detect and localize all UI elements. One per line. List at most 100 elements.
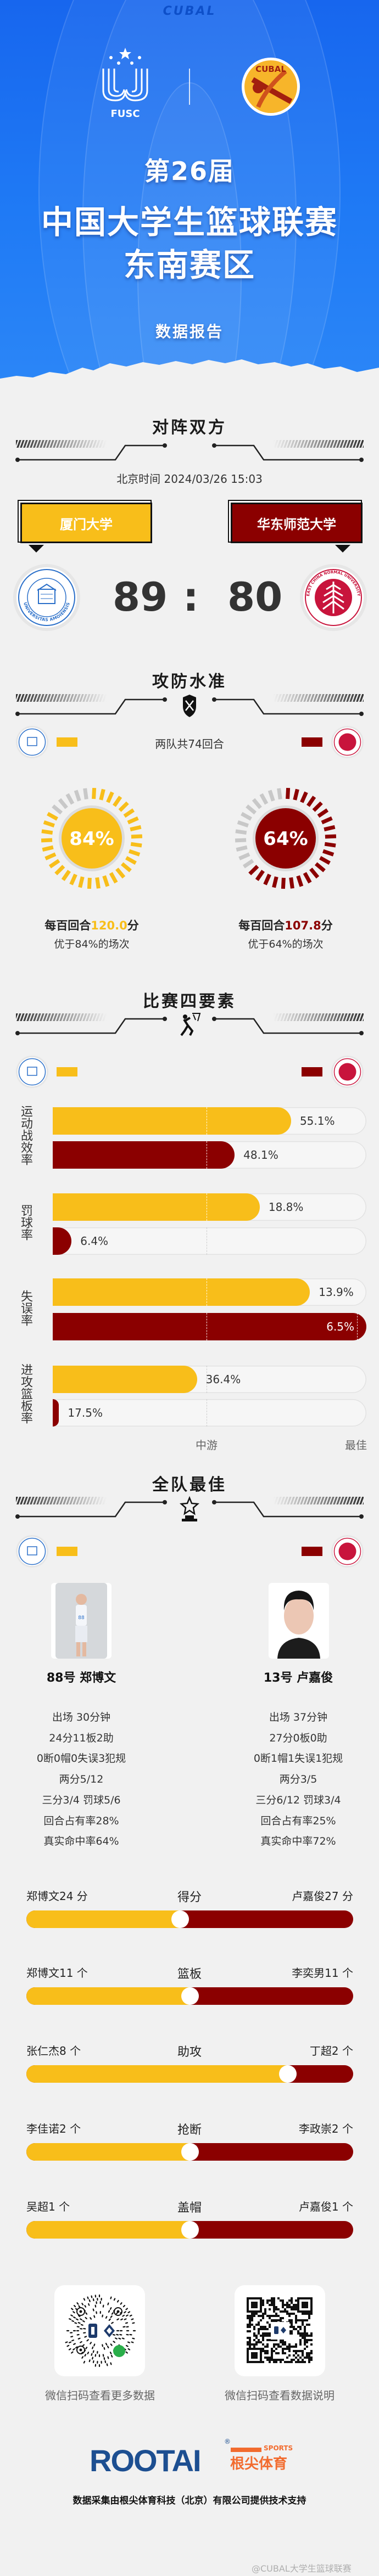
gauge-tick	[87, 877, 92, 889]
home-player-stat: 三分3/4 罚球5/6	[42, 1794, 121, 1806]
gauge-tick	[259, 793, 269, 805]
gauge-tick	[109, 872, 118, 884]
section-title-four-factors: 比赛四要素	[143, 992, 236, 1011]
gauge-tick	[41, 829, 53, 835]
section-divider	[0, 439, 379, 469]
leader-away: 卢嘉俊27 分	[292, 1890, 353, 1903]
home-score: 89	[113, 574, 168, 620]
away-factor-bar	[53, 1141, 235, 1169]
leader-knob	[181, 2221, 199, 2239]
gauge-tick	[48, 859, 60, 869]
gauge-tick	[236, 845, 248, 852]
qr-caption-data-notes: 微信扫码查看数据说明	[225, 2389, 335, 2402]
gauge-tick	[129, 849, 141, 856]
gauge-tick	[241, 811, 252, 821]
leader-knob	[171, 1910, 189, 1928]
away-legend-swatch	[302, 737, 322, 747]
sports-tag: SPORTS	[264, 2444, 293, 2452]
gauge-tick	[237, 820, 249, 828]
gauge-tick	[300, 791, 308, 803]
gauge-tick	[130, 825, 142, 832]
home-player-stat: 真实命中率64%	[43, 1835, 119, 1848]
qr-caption-more-data: 微信扫码查看更多数据	[45, 2389, 155, 2402]
away-rating: 每百回合107.8分	[214, 917, 357, 933]
away-team-logo-small	[333, 1537, 362, 1566]
hatch-decoration	[273, 440, 364, 448]
away-legend-swatch	[302, 1547, 322, 1556]
factor-label: 罚球率	[19, 1204, 32, 1241]
gauge-tick	[322, 849, 335, 856]
gauge-tick	[99, 788, 105, 801]
home-player-stat: 出场 30分钟	[52, 1711, 111, 1723]
qr-code[interactable]	[235, 2285, 325, 2376]
away-factor-value: 6.4%	[80, 1235, 109, 1248]
away-better-than: 优于64%的场次	[248, 938, 324, 950]
gauge-tick	[58, 798, 68, 809]
gauge-tick	[44, 852, 57, 861]
data-credit: 数据采集由根尖体育科技（北京）有限公司提供技术支持	[73, 2495, 306, 2506]
home-share	[26, 1910, 180, 1928]
qr-code-card[interactable]	[235, 2285, 325, 2376]
home-factor-bar-track: 36.4%	[53, 1366, 366, 1393]
section-title-offense-defense: 攻防水准	[152, 672, 227, 691]
leader-home: 张仁杰8 个	[26, 2044, 81, 2058]
home-percentile-gauge: 84%	[41, 787, 143, 889]
home-factor-value: 36.4%	[205, 1373, 241, 1386]
gauge-tick	[43, 820, 55, 828]
cubal-ball-logo: CUBAL	[242, 58, 300, 116]
gauge-tick	[61, 870, 71, 881]
gauge-tick	[125, 856, 137, 865]
home-player-stat: 24分11板2助	[49, 1732, 114, 1744]
gauge-tick	[102, 875, 110, 887]
gauge-tick	[277, 788, 282, 800]
gauge-tick	[95, 877, 101, 889]
away-team-logo-small	[333, 728, 362, 757]
away-player-stat: 出场 37分钟	[269, 1711, 328, 1723]
leader-home: 吴超1 个	[26, 2200, 70, 2213]
away-team-logo: EAST CHINA NORMAL UNIVERSITY	[303, 567, 364, 628]
rating-prefix: 每百回合	[44, 919, 91, 932]
gauge-tick	[54, 865, 65, 876]
home-factor-value: 18.8%	[268, 1200, 304, 1214]
gauge-tick	[309, 867, 320, 879]
leader-comparison-bar	[26, 1987, 353, 2005]
away-factor-bar-track: 6.5%	[53, 1313, 366, 1340]
leader-comparison-bar	[26, 2221, 353, 2239]
best-line	[357, 1313, 358, 1340]
registered-mark: ®	[224, 2438, 231, 2445]
home-legend-swatch	[57, 1067, 77, 1076]
home-factor-bar	[53, 1278, 310, 1306]
away-legend-swatch	[302, 1067, 322, 1076]
mini-program-code-card[interactable]	[54, 2285, 145, 2376]
gauge-tick	[120, 862, 132, 872]
home-player-photo: 88	[51, 1583, 112, 1659]
gauge-tick	[123, 808, 135, 818]
away-percentile-gauge: 64%	[235, 787, 337, 889]
rating-prefix: 每百回合	[238, 919, 285, 932]
gauge-tick	[303, 872, 312, 884]
torn-paper-edge	[0, 359, 379, 384]
leader-away: 卢嘉俊1 个	[298, 2200, 353, 2213]
mini-program-code[interactable]	[54, 2285, 145, 2376]
region-title: 东南赛区	[123, 246, 255, 284]
home-legend-swatch	[57, 1547, 77, 1556]
factor-label: 进攻篮板率	[19, 1363, 32, 1424]
gauge-tick	[255, 870, 265, 881]
axis-label-mid: 中游	[196, 1439, 218, 1452]
cubal-wordmark: CUBAL	[163, 4, 216, 18]
rating-suffix: 分	[127, 919, 139, 932]
rootai-chinese-name: 根尖体育	[230, 2456, 288, 2472]
home-team-logo-small	[18, 728, 47, 757]
banner-tail	[29, 545, 44, 553]
home-rating: 每百回合120.0分	[20, 917, 163, 933]
gauge-tick	[317, 808, 329, 818]
match-time: 北京时间 2024/03/26 15:03	[116, 472, 263, 486]
header-banner: CUBAL FUSC CUBAL 第26届 中国大学生篮球联赛 东南赛区 数据报…	[0, 0, 379, 384]
leader-away: 李政崇2 个	[298, 2122, 353, 2135]
gauge-tick	[263, 873, 271, 886]
section-divider	[0, 1496, 379, 1525]
section-divider	[0, 693, 379, 723]
hatch-decoration	[16, 440, 107, 448]
gauge-tick	[78, 876, 85, 888]
leader-comparison-bar	[26, 2143, 353, 2161]
